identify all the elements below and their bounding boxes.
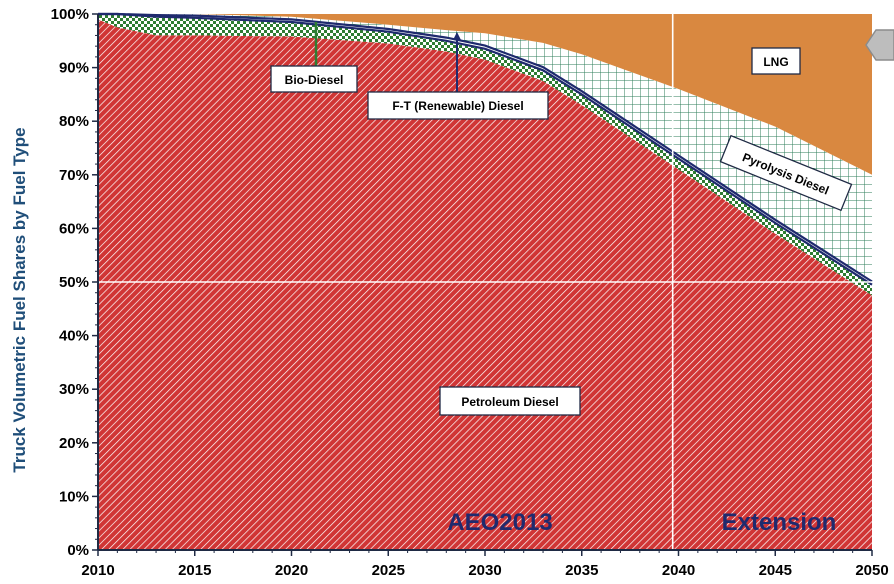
y-axis-label: Truck Volumetric Fuel Shares by Fuel Typ… bbox=[10, 127, 29, 472]
annotation-petroleum: Petroleum Diesel bbox=[439, 386, 581, 416]
y-tick-label: 60% bbox=[59, 220, 89, 237]
y-tick-label: 70% bbox=[59, 167, 89, 184]
y-tick-label: 10% bbox=[59, 488, 89, 505]
label-extension: Extension bbox=[722, 509, 837, 536]
label-aeo2013: AEO2013 bbox=[447, 509, 552, 536]
area-pyrolysis-diesel bbox=[98, 14, 872, 282]
ft-diesel-upper-boundary bbox=[98, 12, 873, 283]
area-lng bbox=[98, 14, 872, 175]
x-tick-label: 2050 bbox=[855, 562, 888, 579]
ft-diesel-lower-boundary bbox=[98, 12, 873, 286]
area-layer bbox=[98, 14, 872, 550]
y-tick-label: 40% bbox=[59, 328, 89, 345]
annotation-ft-diesel: F-T (Renewable) Diesel bbox=[367, 32, 549, 120]
svg-text:Petroleum Diesel: Petroleum Diesel bbox=[461, 395, 558, 409]
y-tick-label: 50% bbox=[59, 274, 89, 291]
annotation-bio-diesel: Bio-Diesel bbox=[270, 22, 358, 93]
svg-text:LNG: LNG bbox=[763, 55, 788, 69]
axes-layer: 0% 10% 20% 30% 40% 50% 60% 70% 80% 90% 100% 2010 201… bbox=[51, 6, 889, 579]
y-tick-label: 80% bbox=[59, 113, 89, 130]
x-tick-label: 2015 bbox=[178, 562, 211, 579]
x-tick-label: 2030 bbox=[468, 562, 501, 579]
area-petroleum-diesel bbox=[98, 19, 872, 550]
y-tick-label: 20% bbox=[59, 435, 89, 452]
pointer-arrow-icon bbox=[865, 29, 894, 61]
x-tick-label: 2045 bbox=[759, 562, 792, 579]
annotation-lng: LNG bbox=[751, 47, 801, 75]
overlay-layer bbox=[98, 12, 873, 550]
x-tick-label: 2035 bbox=[565, 562, 598, 579]
svg-text:Bio-Diesel: Bio-Diesel bbox=[285, 73, 344, 87]
y-tick-label: 0% bbox=[67, 542, 89, 559]
x-tick-label: 2025 bbox=[372, 562, 405, 579]
y-tick-label: 100% bbox=[51, 6, 89, 23]
y-tick-label: 30% bbox=[59, 381, 89, 398]
x-tick-label: 2010 bbox=[81, 562, 114, 579]
y-tick-label: 90% bbox=[59, 60, 89, 77]
svg-text:F-T (Renewable) Diesel: F-T (Renewable) Diesel bbox=[392, 99, 523, 113]
x-tick-label: 2040 bbox=[662, 562, 695, 579]
x-tick-label: 2020 bbox=[275, 562, 308, 579]
